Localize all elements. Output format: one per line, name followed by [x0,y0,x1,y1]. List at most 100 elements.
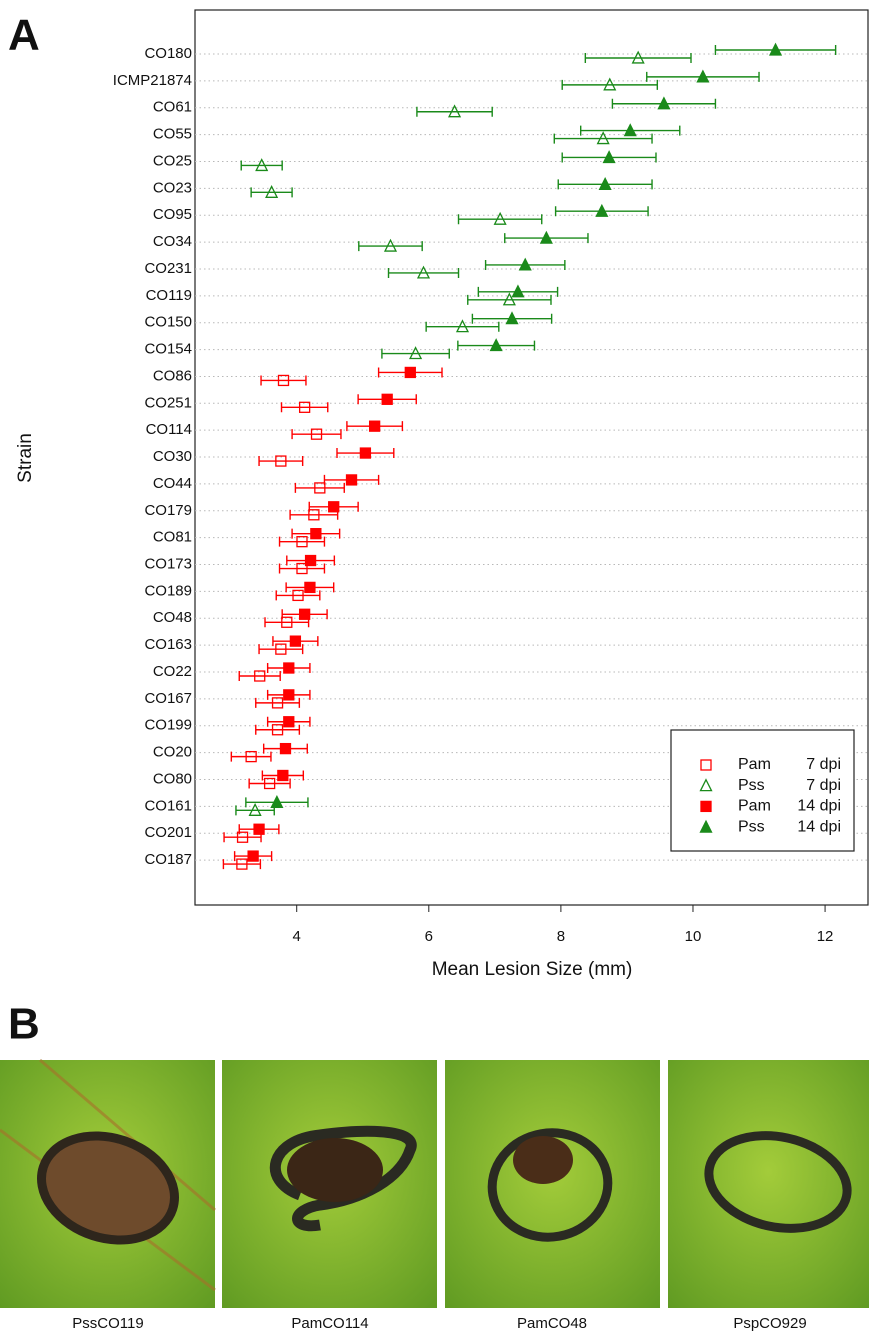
y-tick-label: CO30 [153,448,192,465]
y-tick-label: CO61 [153,99,192,116]
error-bar [425,321,500,332]
y-tick-label: CO44 [153,475,192,492]
marker [700,800,712,813]
marker [539,230,553,244]
marker [700,759,712,771]
marker [292,589,304,602]
y-tick-label: CO187 [144,851,192,868]
marker [657,96,671,110]
y-tick-label: CO22 [153,663,192,680]
y-tick-label: CO180 [144,45,192,62]
marker [304,581,316,594]
error-bar [250,187,293,198]
marker [310,428,323,440]
y-tick-label: CO173 [144,555,192,572]
marker [602,150,616,164]
y-tick-label: CO154 [144,341,192,358]
panel-label: B [8,1000,40,1049]
marker [328,501,340,513]
legend-label: 14 dpi [797,798,841,815]
legend-label: 7 dpi [806,777,841,794]
marker [277,769,289,782]
y-tick-label: ICMP21874 [113,72,192,89]
photo-caption: PamCO48 [517,1315,587,1332]
legend-label: Pam [738,798,771,815]
marker [409,346,423,360]
y-tick-label: CO167 [144,690,192,707]
marker [455,319,470,333]
legend-label: Pss [738,777,765,794]
marker [502,292,516,306]
error-bar [260,375,307,386]
marker [518,257,532,271]
y-tick-label: CO20 [153,744,192,761]
marker [489,338,503,352]
error-bar [238,671,281,682]
legend-label: Pss [738,818,765,835]
y-tick-label: CO23 [153,179,192,196]
error-bar [255,697,301,708]
marker [275,455,287,467]
photo-caption: PamCO114 [291,1315,368,1332]
marker [283,662,295,674]
marker [270,794,284,808]
y-tick-label: CO150 [144,314,192,331]
error-bar [248,778,291,789]
marker [298,608,311,620]
error-bar [275,590,321,601]
error-bar [381,348,450,359]
x-tick-label: 12 [817,928,834,945]
marker [359,447,372,459]
marker [696,69,710,83]
marker [255,158,269,172]
marker [699,819,713,833]
marker [493,211,507,225]
marker [598,176,612,190]
marker [248,802,262,816]
y-tick-label: CO48 [153,609,192,626]
y-tick-label: CO81 [153,529,192,546]
marker [271,724,284,736]
marker [304,554,317,567]
marker [296,536,308,548]
marker [245,750,257,763]
y-tick-label: CO114 [146,421,192,438]
marker [247,850,259,862]
x-tick-label: 8 [557,928,565,945]
marker [283,716,295,728]
marker [279,742,292,755]
marker [254,670,266,682]
photo [222,1060,437,1308]
marker [768,42,783,56]
y-tick-label: CO86 [153,367,192,384]
photo [668,1060,869,1308]
y-tick-label: CO80 [153,770,192,787]
marker [263,777,276,790]
marker [505,311,519,325]
legend-label: 7 dpi [806,756,841,773]
x-axis-title: Mean Lesion Size (mm) [432,959,633,980]
photo-caption: PspCO929 [733,1315,806,1332]
marker [381,393,393,405]
legend-label: 14 dpi [797,818,841,835]
y-tick-label: CO95 [153,206,192,223]
x-tick-label: 6 [425,928,433,945]
marker [383,238,398,252]
marker [416,265,431,279]
marker [404,366,416,379]
marker [283,689,295,701]
marker [271,697,284,709]
y-tick-label: CO161 [144,797,192,814]
error-bar [230,751,272,762]
error-bar [278,563,326,574]
error-bar [222,859,262,870]
photo-caption: PssCO119 [72,1315,143,1332]
marker [345,474,358,486]
photo [445,1060,660,1308]
marker [281,616,293,628]
x-tick-label: 4 [293,928,301,945]
y-tick-label: CO231 [144,260,192,277]
marker [236,831,249,843]
error-bar [416,106,493,117]
marker [595,203,609,217]
